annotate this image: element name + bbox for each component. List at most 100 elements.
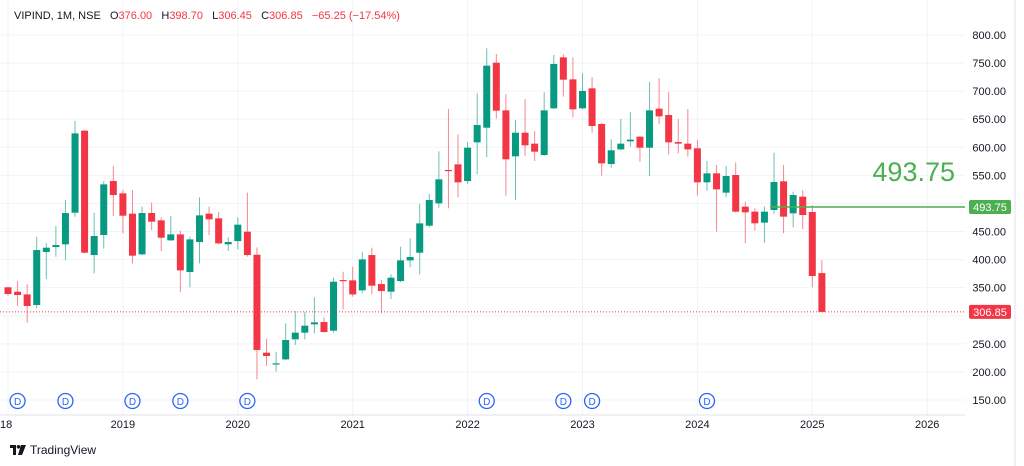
candle-up bbox=[186, 236, 194, 288]
time-tick-label: 2026 bbox=[915, 419, 939, 431]
last-price-label: 306.85 bbox=[973, 307, 1007, 319]
candle-body bbox=[81, 130, 89, 253]
candle-down bbox=[253, 247, 261, 380]
candle-body bbox=[52, 245, 60, 248]
candle-down bbox=[665, 92, 673, 155]
candle-body bbox=[751, 211, 759, 224]
candle-body bbox=[607, 150, 615, 165]
level-price-label-bg bbox=[969, 199, 1011, 214]
candle-body bbox=[808, 211, 816, 276]
candle-up bbox=[550, 54, 558, 110]
candle-down bbox=[655, 78, 663, 125]
candle-up bbox=[100, 181, 108, 249]
candle-up bbox=[196, 197, 203, 264]
candle-down bbox=[81, 129, 89, 254]
candle-body bbox=[741, 206, 749, 213]
candle-down bbox=[588, 77, 596, 133]
candle-up bbox=[703, 161, 711, 191]
candle-body bbox=[215, 218, 223, 244]
candle-up bbox=[416, 204, 424, 275]
candle-down bbox=[799, 189, 807, 229]
candle-up bbox=[646, 81, 654, 176]
candle-up bbox=[71, 121, 79, 217]
candle-body bbox=[148, 212, 156, 222]
dividend-marker[interactable]: D bbox=[583, 392, 601, 410]
candle-down bbox=[23, 284, 31, 323]
candle-body bbox=[579, 90, 586, 109]
candle-up bbox=[52, 226, 60, 257]
dividend-marker[interactable]: D bbox=[555, 392, 572, 410]
tradingview-logo[interactable]: TradingView bbox=[10, 443, 96, 457]
candle-up bbox=[464, 142, 472, 185]
candle-body bbox=[263, 352, 271, 357]
candle-body bbox=[454, 164, 462, 183]
candle-body bbox=[703, 173, 711, 183]
candle-up bbox=[330, 277, 338, 333]
candle-body bbox=[569, 79, 577, 110]
candle-down bbox=[263, 338, 271, 366]
candle-up bbox=[722, 165, 730, 198]
candle-down bbox=[119, 190, 127, 234]
candle-down bbox=[713, 164, 721, 232]
dividend-marker[interactable]: D bbox=[57, 392, 74, 410]
candle-up bbox=[626, 111, 634, 147]
candle-down bbox=[751, 208, 759, 231]
candle-body bbox=[205, 213, 213, 220]
price-tick-label: 650.00 bbox=[972, 114, 1006, 126]
candle-body bbox=[90, 236, 98, 256]
open-label: O bbox=[109, 10, 119, 22]
dividend-marker[interactable]: D bbox=[9, 392, 26, 410]
price-tick-label: 450.00 bbox=[972, 227, 1006, 239]
candle-body bbox=[799, 196, 807, 216]
candle-body bbox=[713, 173, 721, 190]
dividend-marker-label: D bbox=[129, 397, 136, 408]
overlays: 493.75 bbox=[0, 157, 965, 313]
candle-body bbox=[320, 322, 328, 333]
candle-up bbox=[272, 352, 280, 372]
candle-body bbox=[435, 179, 443, 204]
candle-body bbox=[588, 88, 596, 127]
dividend-marker[interactable]: D bbox=[124, 392, 141, 410]
candle-body bbox=[100, 184, 108, 236]
dividend-marker[interactable]: D bbox=[172, 392, 189, 410]
dividend-circle-icon bbox=[478, 392, 495, 410]
candle-body bbox=[330, 281, 338, 331]
candles bbox=[4, 48, 826, 380]
dividend-marker[interactable]: D bbox=[239, 392, 256, 410]
symbol-legend: VIPIND, 1M, NSE O376.00 H398.70 L306.45 … bbox=[14, 10, 400, 22]
dividend-marker-label: D bbox=[588, 397, 595, 408]
candle-up bbox=[617, 119, 625, 151]
change-value: −65.25 (−17.54%) bbox=[311, 10, 400, 22]
candle-up bbox=[540, 92, 548, 156]
candle-down bbox=[492, 53, 500, 119]
dividend-marker[interactable]: D bbox=[698, 392, 716, 410]
price-tick-label: 550.00 bbox=[972, 170, 1006, 182]
candle-body bbox=[176, 234, 184, 271]
candle-body bbox=[4, 287, 12, 295]
candle-down bbox=[684, 109, 692, 157]
candle-down bbox=[4, 286, 12, 296]
candle-body bbox=[416, 223, 424, 253]
price-axis[interactable]: 800.00 750.00 700.00 650.00 600.00 550.00 450.… bbox=[969, 0, 1016, 466]
candle-body bbox=[550, 63, 558, 109]
candle-body bbox=[502, 110, 510, 160]
time-axis[interactable]: 18 2019 2020 2021 2022 2023 2024 2025 2026 bbox=[0, 414, 965, 431]
candle-body bbox=[291, 332, 299, 340]
candle-body bbox=[425, 200, 433, 226]
price-tick-label: 400.00 bbox=[972, 255, 1006, 267]
candle-down bbox=[368, 247, 376, 295]
candle-down bbox=[109, 165, 117, 217]
candle-down bbox=[531, 131, 539, 162]
candle-body bbox=[693, 148, 701, 183]
candle-down bbox=[349, 266, 357, 297]
candle-down bbox=[502, 94, 510, 196]
price-tick-label: 200.00 bbox=[972, 367, 1006, 379]
candle-body bbox=[406, 257, 414, 261]
dividend-marker-label: D bbox=[62, 397, 69, 408]
candle-down bbox=[339, 271, 347, 310]
candle-down bbox=[559, 54, 567, 97]
dividend-marker[interactable]: D bbox=[478, 392, 495, 410]
candle-body bbox=[253, 254, 261, 351]
dividend-circle-icon bbox=[698, 392, 716, 410]
